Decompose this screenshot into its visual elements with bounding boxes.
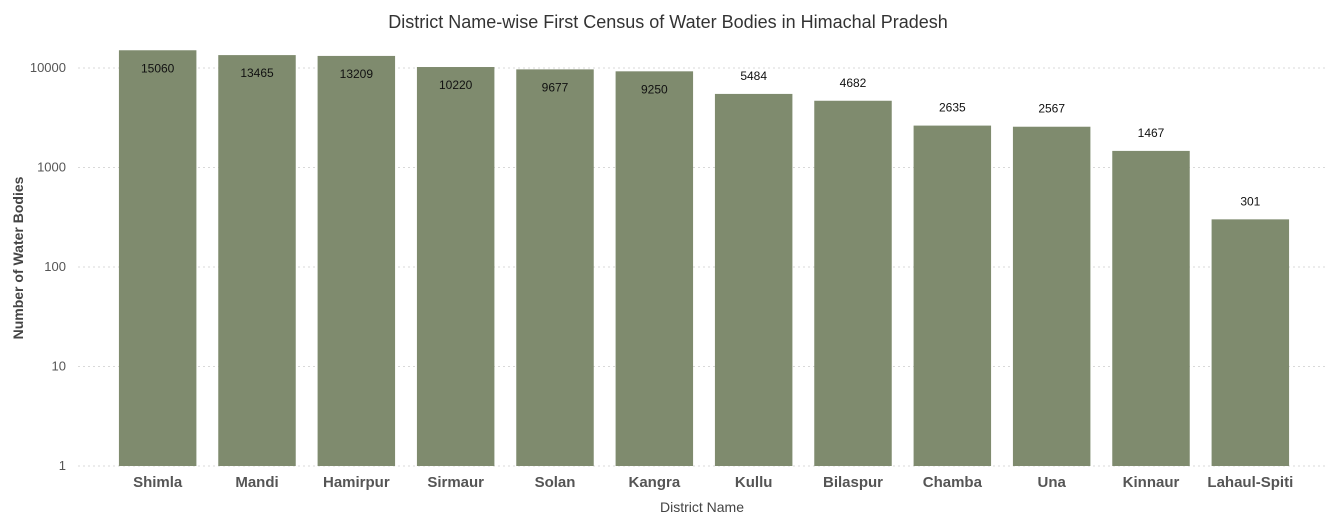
data-label: 9250 [641, 82, 668, 96]
data-labels: 15060 13465 13209 10220 9677 9250 5484 4682 2635… [141, 61, 1261, 208]
y-tick-label: 1000 [37, 159, 66, 174]
bar [416, 67, 495, 466]
bar [714, 93, 793, 467]
y-axis-ticks: 1 10 100 1000 10000 [30, 60, 66, 473]
bar [814, 100, 892, 466]
x-axis-title: District Name [660, 499, 744, 515]
y-tick-label: 100 [44, 259, 66, 274]
bar [913, 125, 992, 466]
data-label: 2567 [1038, 102, 1065, 116]
data-label: 4682 [840, 76, 867, 90]
bar [1112, 150, 1190, 467]
data-label: 5484 [740, 69, 767, 83]
x-tick-label: Kinnaur [1123, 474, 1180, 491]
x-tick-label: Kullu [735, 474, 773, 491]
x-tick-label: Lahaul-Spiti [1207, 474, 1293, 491]
data-label: 1467 [1138, 126, 1165, 140]
bar [1012, 126, 1091, 466]
x-tick-label: Kangra [628, 474, 680, 491]
bars [118, 50, 1290, 467]
data-label: 13209 [340, 67, 374, 81]
x-tick-label: Sirmaur [427, 474, 484, 491]
x-tick-label: Mandi [235, 474, 278, 491]
x-tick-label: Hamirpur [323, 474, 390, 491]
data-label: 301 [1240, 194, 1260, 208]
x-tick-label: Solan [535, 474, 576, 491]
data-label: 13465 [240, 66, 274, 80]
x-tick-label: Shimla [133, 474, 183, 491]
x-tick-label: Bilaspur [823, 474, 883, 491]
data-label: 9677 [542, 80, 569, 94]
bar [615, 71, 694, 467]
chart-title: District Name-wise First Census of Water… [388, 12, 948, 32]
y-axis-title: Number of Water Bodies [10, 176, 26, 339]
y-tick-label: 10 [52, 358, 66, 373]
x-tick-label: Chamba [923, 474, 983, 491]
bar [516, 69, 594, 467]
data-label: 10220 [439, 78, 473, 92]
y-tick-label: 10000 [30, 60, 66, 75]
x-axis-ticks: Shimla Mandi Hamirpur Sirmaur Solan Kangra Kul… [133, 474, 1293, 491]
y-tick-label: 1 [59, 458, 66, 473]
bar [218, 55, 296, 466]
data-label: 2635 [939, 101, 966, 115]
bar [317, 55, 396, 466]
bar [1211, 219, 1290, 466]
x-tick-label: Una [1037, 474, 1066, 491]
data-label: 15060 [141, 61, 175, 75]
bar [118, 50, 197, 467]
